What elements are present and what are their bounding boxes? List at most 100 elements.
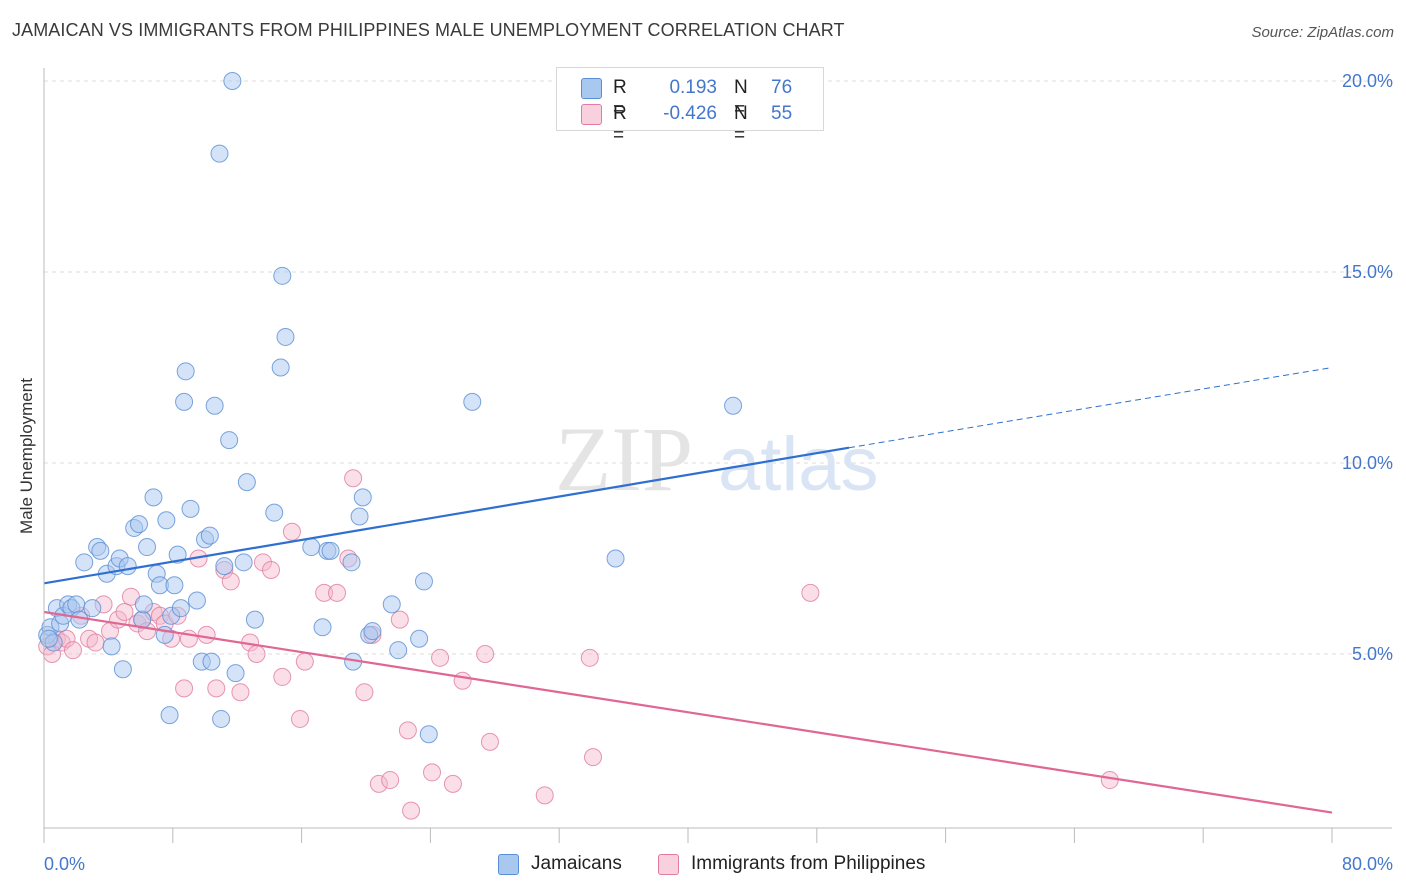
data-point-jamaicans xyxy=(157,511,176,530)
legend-n-value: 55 xyxy=(771,103,793,124)
data-point-jamaicans xyxy=(160,706,179,725)
data-point-jamaicans xyxy=(176,362,195,381)
data-point-jamaicans xyxy=(410,629,429,648)
data-point-jamaicans xyxy=(724,396,743,415)
data-point-jamaicans xyxy=(138,538,157,557)
data-point-jamaicans xyxy=(245,610,264,629)
data-point-philippines xyxy=(115,602,134,621)
data-point-philippines xyxy=(369,774,388,793)
data-point-philippines xyxy=(480,732,499,751)
data-point-jamaicans xyxy=(102,637,121,656)
data-point-jamaicans xyxy=(389,641,408,660)
data-point-jamaicans xyxy=(113,660,132,679)
data-point-jamaicans xyxy=(67,595,86,614)
axes xyxy=(43,68,1392,843)
data-point-philippines xyxy=(402,801,421,820)
data-point-jamaicans xyxy=(237,473,256,492)
data-point-jamaicans xyxy=(165,576,184,595)
legend-r-label: R = xyxy=(613,77,627,120)
data-point-philippines xyxy=(290,709,309,728)
data-point-philippines xyxy=(453,671,472,690)
bottom-legend-swatch-blue xyxy=(498,854,519,875)
data-point-jamaicans xyxy=(210,144,229,163)
data-point-philippines xyxy=(476,645,495,663)
data-point-jamaicans xyxy=(234,553,253,572)
data-point-jamaicans xyxy=(91,541,110,560)
bottom-legend-label: Jamaicans xyxy=(531,853,622,874)
data-point-jamaicans xyxy=(302,538,321,557)
data-point-philippines xyxy=(231,683,250,702)
gridlines xyxy=(44,80,1392,655)
legend-n-label: N = xyxy=(734,103,748,146)
data-point-philippines xyxy=(273,667,292,686)
legend: R = 0.193 N = 76 R = -0.426 N = 55 xyxy=(556,67,824,146)
trendline-jamaicans xyxy=(43,446,850,585)
legend-swatch-pink xyxy=(581,104,602,125)
data-point-jamaicans xyxy=(75,553,94,572)
data-point-jamaicans xyxy=(265,503,284,522)
data-point-jamaicans xyxy=(215,557,234,576)
data-point-jamaicans xyxy=(350,507,369,526)
data-point-jamaicans xyxy=(202,652,221,671)
data-point-jamaicans xyxy=(129,515,148,534)
y-tick-label: 10.0% xyxy=(1342,453,1393,473)
data-point-philippines xyxy=(398,721,417,740)
data-point-philippines xyxy=(63,641,82,660)
data-point-philippines xyxy=(580,648,599,667)
legend-r-value: 0.193 xyxy=(669,77,717,98)
data-point-jamaicans xyxy=(363,622,382,641)
data-point-philippines xyxy=(207,679,226,698)
data-point-jamaicans xyxy=(313,618,332,637)
data-point-philippines xyxy=(535,786,554,805)
data-point-jamaicans xyxy=(271,358,290,377)
data-point-jamaicans xyxy=(382,595,401,614)
legend-r-value: -0.426 xyxy=(663,103,717,124)
data-point-jamaicans xyxy=(200,526,219,545)
y-tick-label: 20.0% xyxy=(1342,71,1393,91)
data-point-philippines xyxy=(431,648,450,667)
data-point-philippines xyxy=(247,645,266,663)
data-point-philippines xyxy=(443,774,462,793)
data-point-philippines xyxy=(175,679,194,698)
data-point-jamaicans xyxy=(419,725,438,744)
data-point-philippines xyxy=(1100,771,1119,790)
x-tick-label: 80.0% xyxy=(1342,854,1393,874)
data-point-philippines xyxy=(197,625,216,644)
data-point-philippines xyxy=(86,633,105,652)
data-point-philippines xyxy=(381,771,400,790)
data-point-philippines xyxy=(344,469,363,488)
data-point-philippines xyxy=(221,572,240,591)
data-point-philippines xyxy=(423,763,442,782)
data-point-jamaicans xyxy=(171,599,190,618)
data-point-philippines xyxy=(390,610,409,629)
data-point-jamaicans xyxy=(321,541,340,560)
data-point-jamaicans xyxy=(181,499,200,518)
y-tick-label: 5.0% xyxy=(1352,644,1393,664)
data-point-jamaicans xyxy=(276,327,295,346)
data-point-jamaicans xyxy=(205,396,224,415)
y-tick-label: 15.0% xyxy=(1342,262,1393,282)
data-point-jamaicans xyxy=(212,709,231,728)
data-point-philippines xyxy=(262,560,281,579)
data-point-philippines xyxy=(295,652,314,671)
bottom-legend-label: Immigrants from Philippines xyxy=(691,853,926,874)
data-point-jamaicans xyxy=(118,557,137,576)
chart-title: JAMAICAN VS IMMIGRANTS FROM PHILIPPINES … xyxy=(12,20,845,40)
legend-n-label: N = xyxy=(734,77,748,120)
trendline-jamaicans-extension xyxy=(848,367,1333,449)
data-point-philippines xyxy=(801,583,820,602)
data-point-jamaicans xyxy=(342,553,361,572)
trendline-philippines xyxy=(43,610,1333,814)
data-point-jamaicans xyxy=(226,664,245,683)
bottom-legend-swatch-pink xyxy=(658,854,679,875)
data-point-philippines xyxy=(315,583,334,602)
data-point-jamaicans xyxy=(220,431,239,450)
legend-swatch-blue xyxy=(581,78,602,99)
data-point-philippines xyxy=(584,748,603,767)
data-point-jamaicans xyxy=(134,595,153,614)
trendlines xyxy=(43,367,1333,814)
watermark-atlas: atlas xyxy=(718,422,879,507)
data-point-jamaicans xyxy=(144,488,163,507)
legend-r-label: R = xyxy=(613,103,627,146)
